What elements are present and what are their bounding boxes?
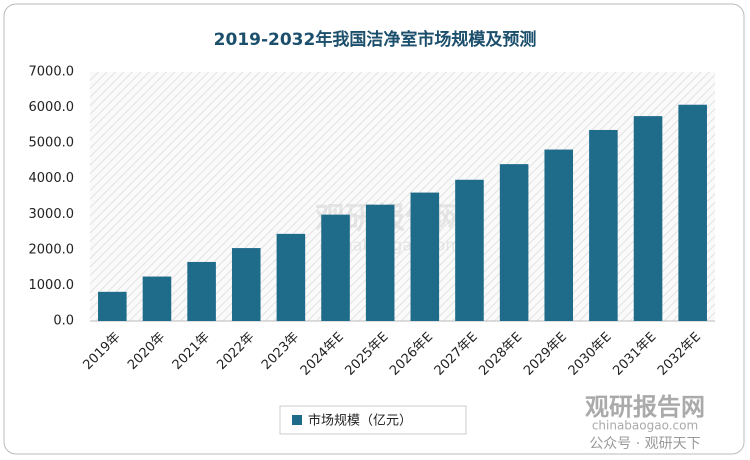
bar <box>321 214 350 321</box>
y-tick-label: 2000.0 <box>29 242 75 257</box>
bar <box>98 291 127 321</box>
bar <box>589 129 618 321</box>
bar <box>499 164 529 321</box>
plot-background <box>90 72 715 321</box>
bar <box>544 149 574 321</box>
y-tick-label: 0.0 <box>53 314 74 329</box>
watermark: 观研报告网 <box>585 393 705 421</box>
bar <box>633 116 663 321</box>
bar <box>410 192 440 321</box>
bar <box>231 248 261 321</box>
y-tick-label: 5000.0 <box>29 136 75 151</box>
legend-label: 市场规模（亿元） <box>308 413 412 429</box>
y-tick-label: 4000.0 <box>29 171 75 186</box>
watermark: 公众号 · 观研天下 <box>589 436 700 452</box>
y-tick-label: 1000.0 <box>29 278 75 293</box>
watermark: chinabaogao.com <box>592 419 698 433</box>
legend-box <box>279 405 467 435</box>
chart-title: 2019-2032年我国洁净室市场规模及预测 <box>214 29 537 50</box>
bar <box>187 261 216 321</box>
y-tick-label: 6000.0 <box>29 100 75 115</box>
bar <box>678 104 707 322</box>
bar <box>142 276 172 321</box>
bar <box>365 204 395 321</box>
y-tick-label: 3000.0 <box>29 207 75 222</box>
y-tick-label: 7000.0 <box>29 65 75 80</box>
legend-swatch <box>292 415 302 425</box>
bar <box>276 233 306 321</box>
bar <box>455 179 484 321</box>
